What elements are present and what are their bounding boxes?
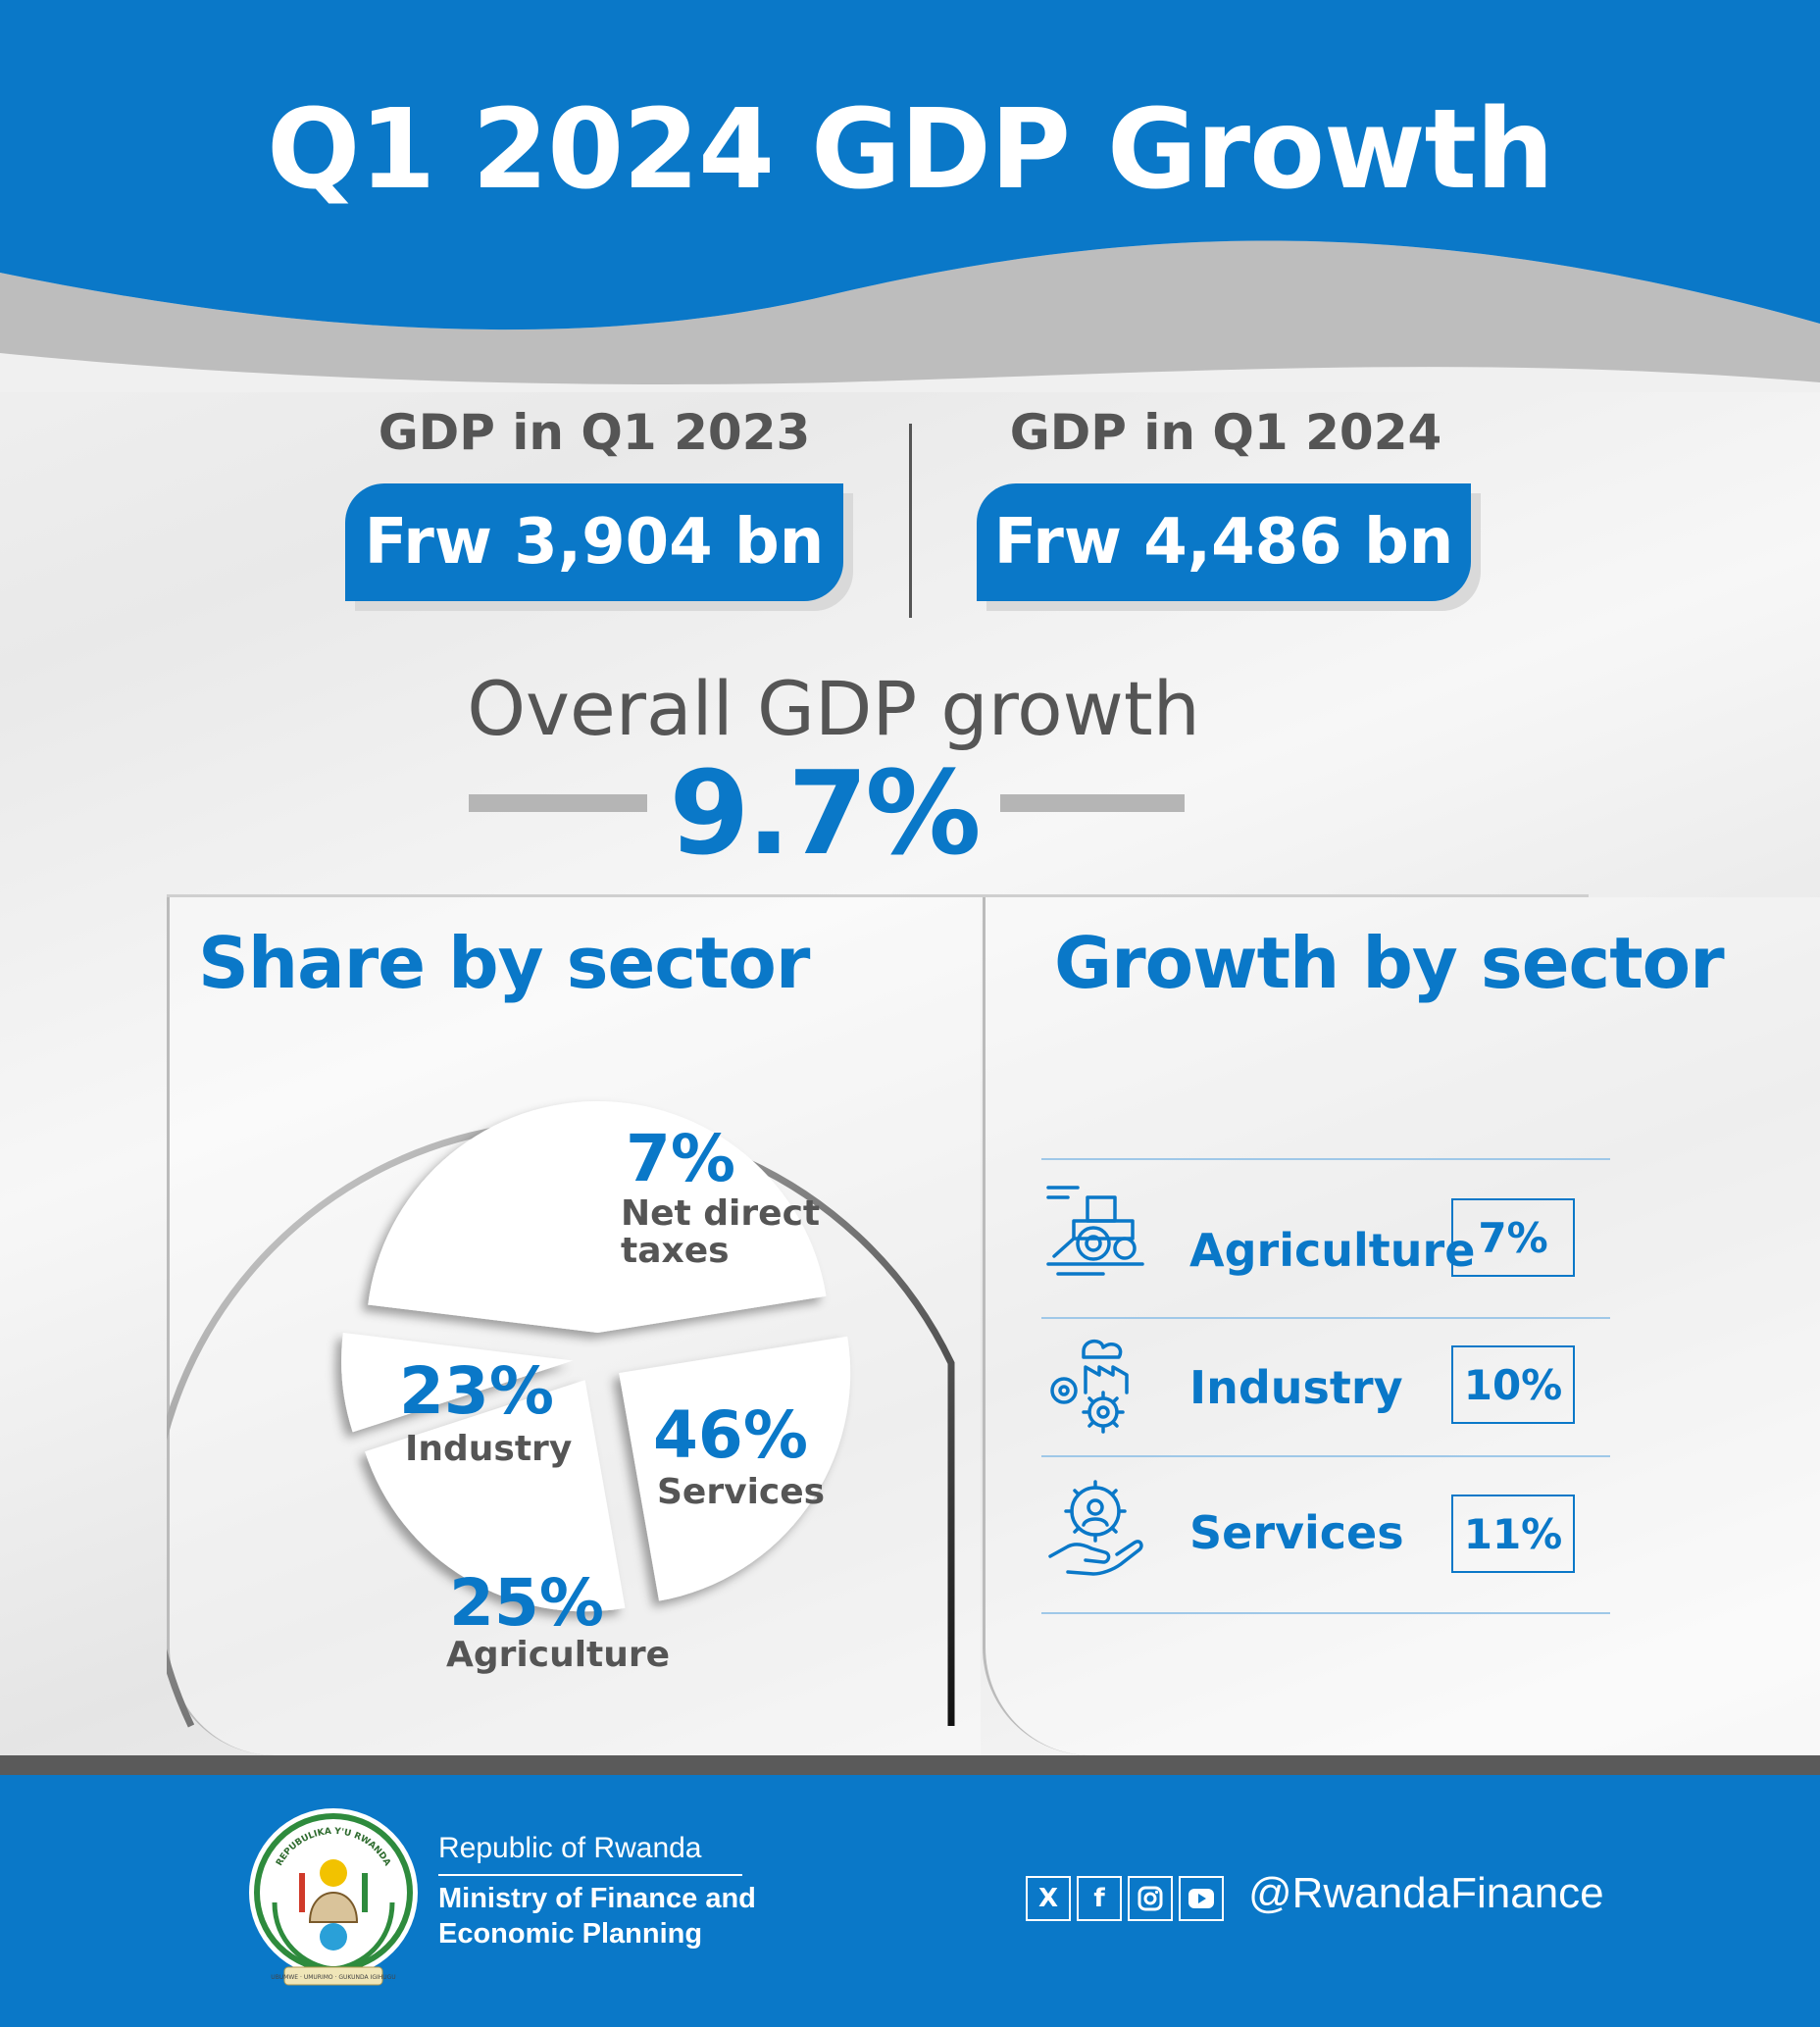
growth-services-name: Services: [1189, 1506, 1404, 1559]
section-divider: [167, 894, 1589, 897]
youtube-icon[interactable]: [1179, 1876, 1224, 1921]
rwanda-coat-of-arms-emblem: REPUBULIKA Y'U RWANDA UBUMWE · UMURIMO ·…: [249, 1808, 418, 1986]
instagram-icon[interactable]: [1128, 1876, 1173, 1921]
footer-ministry-line1: Ministry of Finance and: [438, 1883, 756, 1914]
growth-industry-value: 10%: [1451, 1345, 1575, 1424]
footer-country: Republic of Rwanda: [438, 1832, 702, 1864]
slice-services-pct: 46%: [653, 1397, 808, 1473]
slice-agriculture-pct: 25%: [449, 1565, 604, 1641]
overall-growth-label: Overall GDP growth: [467, 665, 1200, 752]
page-title: Q1 2024 GDP Growth: [267, 86, 1554, 214]
tractor-icon: [1046, 1186, 1144, 1276]
slice-taxes-name-line2: taxes: [621, 1231, 730, 1271]
growth-row-rule: [1041, 1455, 1610, 1457]
share-by-sector-title: Share by sector: [198, 922, 810, 1004]
slice-taxes-name-line1: Net direct: [621, 1193, 821, 1234]
slice-taxes-pct: 7%: [626, 1121, 736, 1196]
header-background: [0, 0, 1820, 392]
slice-industry-name: Industry: [405, 1429, 573, 1469]
factory-gears-icon: [1050, 1339, 1129, 1434]
growth-row-rule: [1041, 1317, 1610, 1319]
gear-hand-icon: [1048, 1480, 1143, 1576]
pie-slice-agriculture: [619, 1336, 851, 1601]
growth-industry-name: Industry: [1189, 1361, 1403, 1414]
growth-row-rule: [1041, 1612, 1610, 1614]
emblem-bottom-text: UBUMWE · UMURIMO · GUKUNDA IGIHUGU: [271, 1974, 395, 1981]
pie-slice-net-direct-taxes: [341, 1332, 574, 1433]
growth-by-sector-title: Growth by sector: [1054, 922, 1725, 1004]
footer-social-handle[interactable]: @RwandaFinance: [1248, 1869, 1604, 1917]
growth-services-value: 11%: [1451, 1495, 1575, 1573]
x-icon[interactable]: X: [1026, 1876, 1071, 1921]
overall-rule-right: [1000, 794, 1185, 812]
pie-outer-ring: [167, 1120, 955, 1728]
gdp-2024-value: Frw 4,486 bn: [977, 483, 1471, 601]
slice-services-name: Services: [657, 1472, 826, 1512]
growth-agriculture-name: Agriculture: [1189, 1224, 1476, 1277]
growth-row-rule: [1041, 1158, 1610, 1160]
gdp-2024-label: GDP in Q1 2024: [1009, 404, 1442, 461]
gdp-2023-label: GDP in Q1 2023: [378, 404, 811, 461]
slice-agriculture-name: Agriculture: [446, 1635, 671, 1675]
growth-agriculture-value: 7%: [1451, 1198, 1575, 1277]
footer-strip: [0, 1755, 1820, 1775]
slice-industry-pct: 23%: [399, 1353, 554, 1429]
pie-slice-industry: [365, 1380, 626, 1612]
share-pie-chart: [167, 1101, 955, 1728]
overall-rule-left: [469, 794, 647, 812]
growth-by-sector-panel: [983, 897, 1820, 1755]
gdp-divider: [909, 424, 912, 618]
footer-rule: [438, 1874, 742, 1876]
overall-growth-value: 9.7%: [669, 745, 981, 881]
pie-slice-services: [368, 1101, 827, 1334]
facebook-icon[interactable]: f: [1077, 1876, 1122, 1921]
footer-ministry-line2: Economic Planning: [438, 1918, 703, 1950]
gdp-2023-value: Frw 3,904 bn: [345, 483, 843, 601]
